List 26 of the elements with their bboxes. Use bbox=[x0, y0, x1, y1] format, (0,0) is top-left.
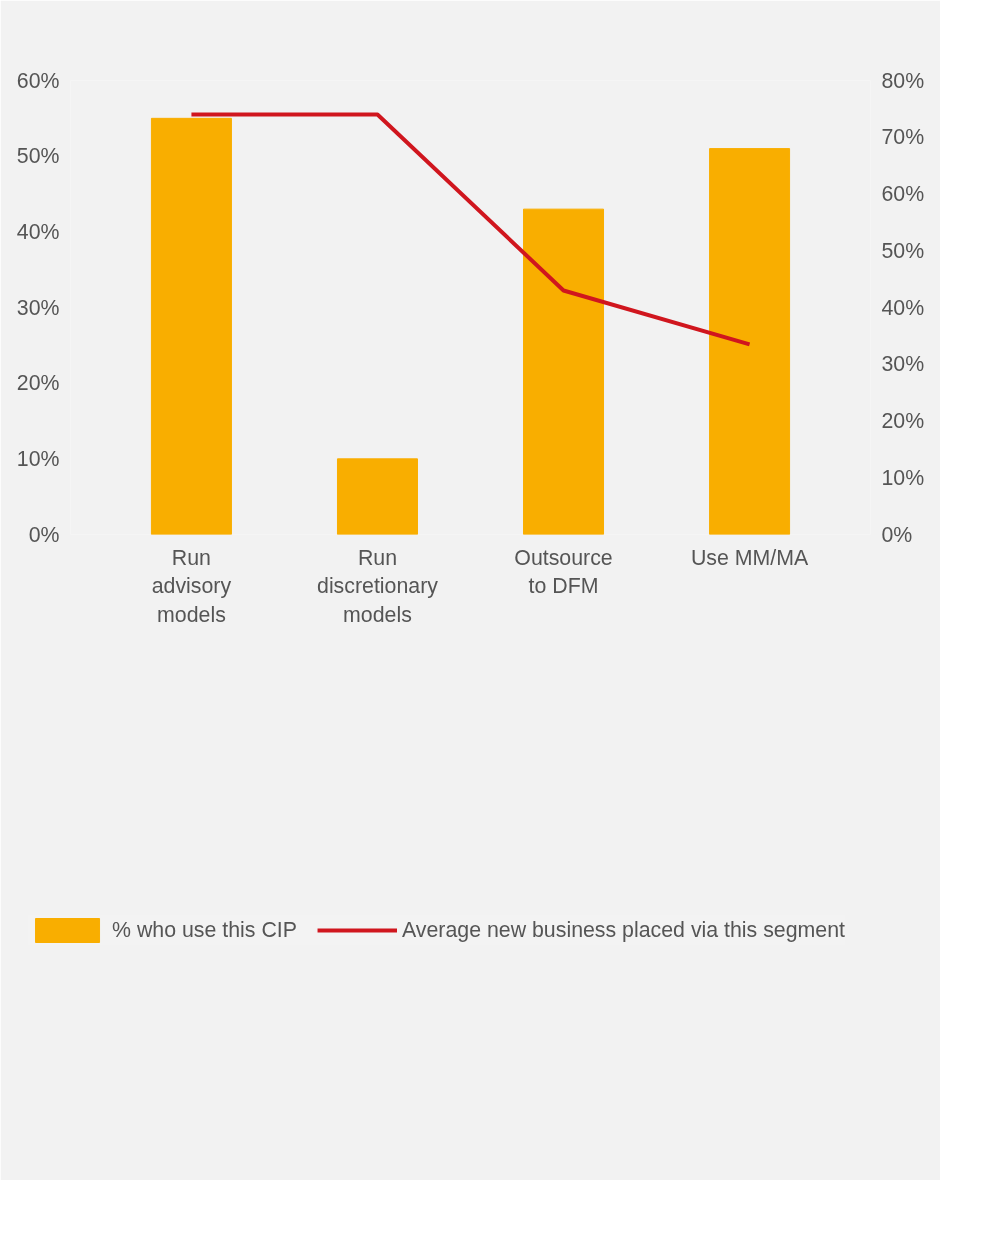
legend-label: % who use this CIP bbox=[112, 917, 297, 943]
y2-tick-label: 40% bbox=[881, 295, 925, 320]
y-tick-label: 20% bbox=[16, 371, 60, 396]
y-tick-label: 60% bbox=[16, 68, 60, 93]
bar bbox=[709, 148, 791, 535]
y-tick-label: 10% bbox=[16, 446, 60, 471]
y-tick-label: 40% bbox=[16, 219, 60, 244]
y2-tick-label: 70% bbox=[881, 125, 925, 150]
y2-tick-label: 30% bbox=[881, 352, 925, 377]
y2-tick-label: 20% bbox=[881, 409, 925, 433]
legend-label: Average new business placed via this segment bbox=[401, 917, 845, 943]
bar bbox=[336, 458, 418, 535]
x-tick-label: Outsource to DFM bbox=[514, 545, 613, 599]
y2-tick-label: 0% bbox=[881, 522, 913, 547]
y-tick-label: 30% bbox=[16, 295, 60, 320]
bar bbox=[150, 117, 232, 535]
y2-tick-label: 80% bbox=[881, 68, 925, 93]
y2-tick-label: 10% bbox=[881, 465, 925, 490]
x-tick-label: Run advisory models bbox=[151, 545, 232, 628]
x-tick-label: Use MM/MA bbox=[690, 545, 809, 570]
y2-tick-label: 50% bbox=[881, 238, 925, 263]
y2-tick-label: 60% bbox=[881, 182, 925, 206]
y-tick-label: 0% bbox=[28, 522, 60, 547]
bar bbox=[523, 208, 605, 535]
x-tick-label: Run discretionary models bbox=[317, 545, 439, 628]
y-tick-label: 50% bbox=[16, 144, 60, 169]
